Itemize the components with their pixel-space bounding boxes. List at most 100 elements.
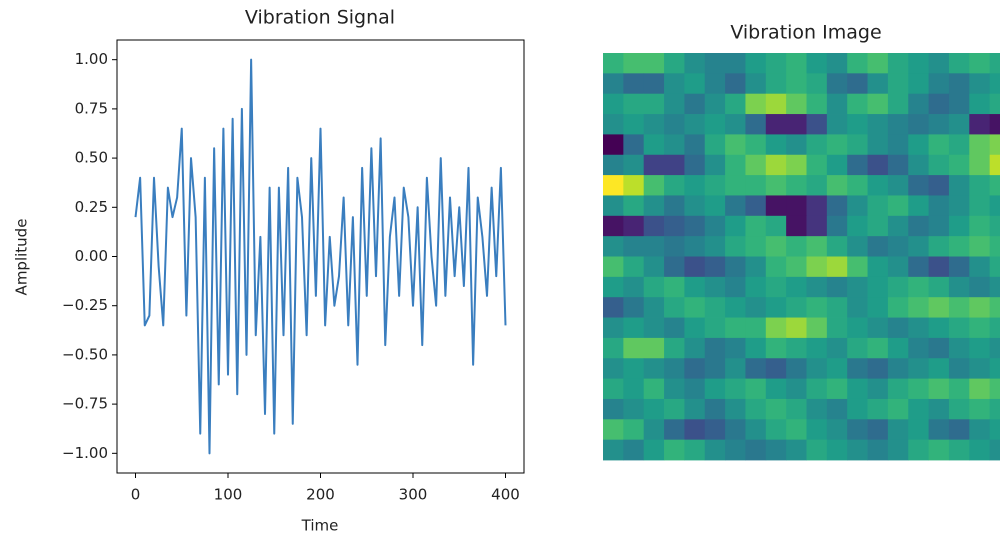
heatmap-cell [704,73,726,95]
heatmap-cell [765,378,787,400]
heatmap-cell [969,134,991,156]
heatmap-cell [765,134,787,156]
heatmap-cell [684,256,706,278]
heatmap-cell [684,93,706,115]
heatmap-cell [928,93,950,115]
heatmap-cell [643,297,665,318]
heatmap-cell [704,134,726,156]
heatmap-cell [623,93,645,115]
heatmap-cell [786,195,807,217]
heatmap-cell [928,337,950,359]
heatmap-cell [928,419,950,441]
heatmap-cell [847,256,868,278]
heatmap-cell [867,256,889,278]
heatmap-cell [806,93,828,115]
heatmap-cell [867,337,889,359]
heatmap-cell [826,114,848,135]
heatmap-cell [725,419,746,441]
heatmap-cell [847,276,868,298]
heatmap-cell [908,378,929,400]
heatmap-cell [928,53,950,74]
heatmap-cell [826,439,848,461]
heatmap-cell [969,378,991,400]
heatmap-cell [623,297,645,318]
heatmap-cell [867,439,889,461]
heatmap-cell [765,236,787,257]
heatmap-cell [806,175,828,196]
heatmap-cell [664,419,685,441]
heatmap-cell [826,195,848,217]
heatmap-cell [786,378,807,400]
heatmap-cell [867,93,889,115]
heatmap-cell [603,419,624,441]
heatmap-cell [989,114,1000,135]
heatmap-cell [887,317,909,339]
heatmap-cell [684,175,706,196]
heatmap-cell [989,337,1000,359]
heatmap-cell [908,419,929,441]
heatmap-cell [867,398,889,420]
heatmap-cell [847,114,868,135]
heatmap-cell [684,215,706,237]
x-tick-label: 300 [399,486,428,504]
heatmap-cell [969,358,991,379]
heatmap-cell [908,154,929,176]
heatmap-cell [826,93,848,115]
x-tick-label: 400 [491,486,520,504]
heatmap-cell [948,378,970,400]
heatmap-cell [806,236,828,257]
heatmap-cell [765,215,787,237]
heatmap-cell [867,276,889,298]
heatmap-cell [786,134,807,156]
heatmap-cell [867,114,889,135]
heatmap-cell [826,215,848,237]
heatmap-cell [664,93,685,115]
heatmap-cell [826,175,848,196]
heatmap-cell [786,358,807,379]
heatmap-cell [786,236,807,257]
heatmap-cell [867,378,889,400]
heatmap-cell [664,276,685,298]
heatmap-cell [664,73,685,95]
heatmap-cell [725,358,746,379]
heatmap-cell [786,73,807,95]
heatmap-cell [745,53,767,74]
heatmap-cell [725,236,746,257]
heatmap-cell [725,73,746,95]
heatmap-cell [826,154,848,176]
heatmap-cell [928,398,950,420]
heatmap-cell [928,154,950,176]
heatmap-cell [908,73,929,95]
y-tick-label: −0.75 [62,395,108,413]
heatmap-cell [623,256,645,278]
heatmap-cell [603,114,624,135]
heatmap-cell [806,378,828,400]
heatmap-cell [623,276,645,298]
heatmap-cell [765,175,787,196]
heatmap-cell [969,276,991,298]
heatmap-cell [867,134,889,156]
heatmap-cell [908,175,929,196]
heatmap-cell [969,439,991,461]
heatmap-cell [745,114,767,135]
heatmap-cell [643,419,665,441]
heatmap-cell [806,358,828,379]
heatmap-cell [786,317,807,339]
heatmap-cell [603,256,624,278]
heatmap-cell [948,358,970,379]
heatmap-cell [623,175,645,196]
heatmap-cell [847,154,868,176]
heatmap-cell [765,337,787,359]
heatmap-cell [623,73,645,95]
heatmap-cell [887,53,909,74]
heatmap-cell [948,134,970,156]
heatmap-cell [765,93,787,115]
heatmap-cell [725,215,746,237]
heatmap-cell [765,73,787,95]
heatmap-cell [989,378,1000,400]
heatmap-cell [928,236,950,257]
signal-line [134,58,507,455]
heatmap-cell [826,276,848,298]
heatmap-cell [887,93,909,115]
heatmap-cell [826,419,848,441]
